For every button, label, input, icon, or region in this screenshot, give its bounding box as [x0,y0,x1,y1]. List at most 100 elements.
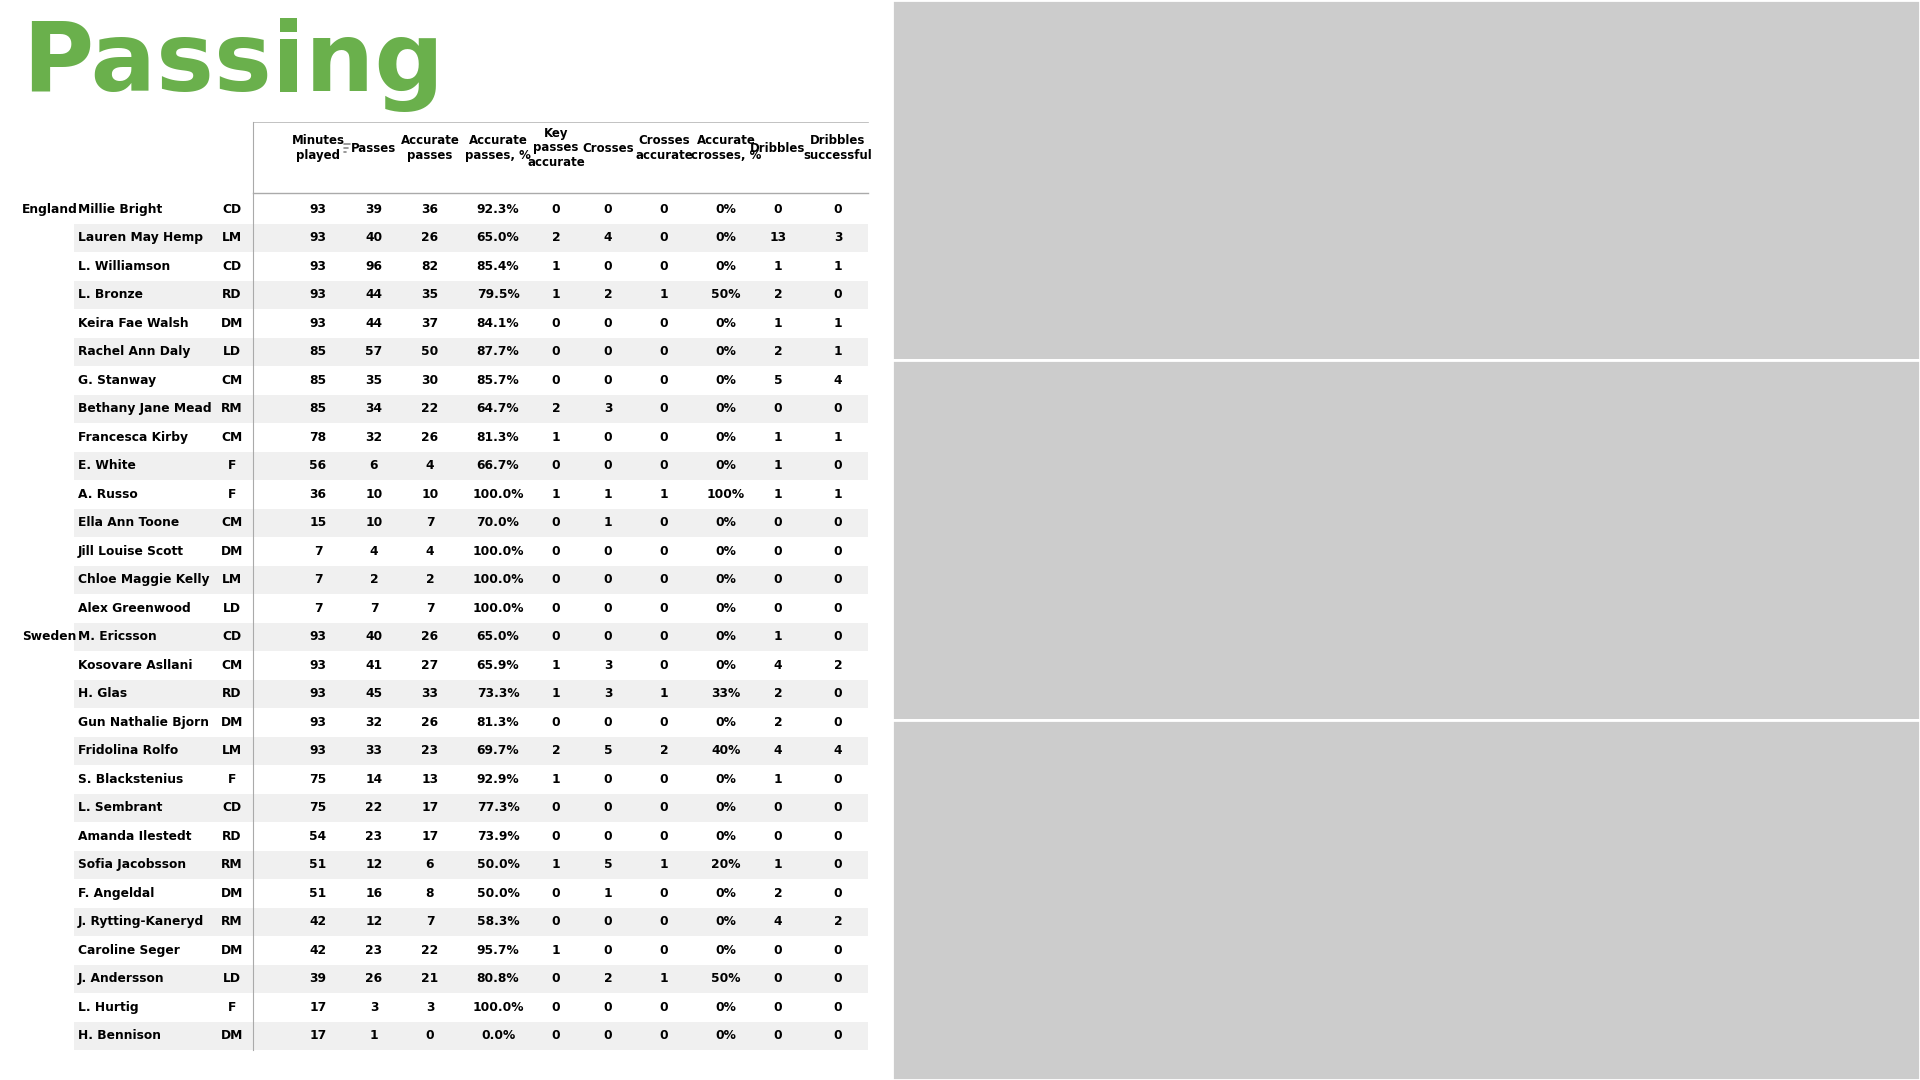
Text: 1: 1 [551,659,561,672]
Text: 23: 23 [365,829,382,842]
Text: Keira Fae Walsh: Keira Fae Walsh [79,316,188,329]
Text: 0%: 0% [716,544,737,557]
Bar [75,822,253,851]
Bar [253,252,868,281]
Bar [253,594,868,622]
Text: 34: 34 [365,402,382,415]
Text: 0: 0 [833,944,843,957]
Text: 92.9%: 92.9% [476,773,518,786]
Text: 40: 40 [365,631,382,644]
Bar [253,622,868,651]
Text: 1: 1 [660,859,668,872]
Text: 5: 5 [774,374,781,387]
Text: 4: 4 [426,459,434,472]
Bar [75,509,253,537]
Text: 6: 6 [371,459,378,472]
Text: 0: 0 [603,631,612,644]
Text: 93: 93 [309,288,326,301]
Text: 75: 75 [309,801,326,814]
Text: 0%: 0% [716,801,737,814]
Text: 39: 39 [309,972,326,985]
Text: 93: 93 [309,744,326,757]
Text: 26: 26 [365,972,382,985]
Text: 0: 0 [774,402,781,415]
Bar [253,537,868,566]
Text: CM: CM [221,374,242,387]
Text: 39: 39 [365,203,382,216]
Text: 7: 7 [426,915,434,928]
Text: 1: 1 [551,431,561,444]
Text: 0: 0 [603,829,612,842]
Text: 0: 0 [603,1029,612,1042]
Text: 0: 0 [603,773,612,786]
Text: 0: 0 [551,573,561,586]
Text: 0: 0 [833,573,843,586]
Text: 1: 1 [774,459,781,472]
Bar [75,252,253,281]
Text: 0: 0 [660,346,668,359]
Text: 0: 0 [774,602,781,615]
Text: DM: DM [221,1029,244,1042]
Bar [253,936,868,964]
Text: 0: 0 [833,687,843,700]
Text: 1: 1 [774,859,781,872]
Text: 0.0%: 0.0% [480,1029,515,1042]
Text: 1: 1 [660,972,668,985]
Text: 1: 1 [660,288,668,301]
Bar [253,993,868,1022]
Text: 26: 26 [420,431,438,444]
Bar [75,737,253,765]
Text: 2: 2 [774,346,781,359]
Text: 10: 10 [365,516,382,529]
Text: 42: 42 [309,944,326,957]
Text: 0: 0 [426,1029,434,1042]
Text: CM: CM [221,659,242,672]
Text: 0: 0 [603,915,612,928]
Text: 1: 1 [603,488,612,501]
Text: 73.9%: 73.9% [476,829,518,842]
Text: 0: 0 [833,544,843,557]
Text: 7: 7 [426,516,434,529]
Text: 85.7%: 85.7% [476,374,520,387]
Bar [253,480,868,509]
Bar [75,794,253,822]
Bar [253,309,868,337]
Text: 0: 0 [774,1001,781,1014]
Text: 0: 0 [551,203,561,216]
Text: 4: 4 [603,231,612,244]
Text: 81.3%: 81.3% [476,431,518,444]
Text: 3: 3 [603,687,612,700]
Text: 2: 2 [603,972,612,985]
Text: Caroline Seger: Caroline Seger [79,944,180,957]
Text: 96: 96 [365,260,382,273]
Text: CD: CD [223,801,242,814]
Bar [75,394,253,423]
Bar [253,879,868,907]
Text: 0: 0 [833,402,843,415]
Bar [75,366,253,394]
Text: 0: 0 [660,316,668,329]
Text: 7: 7 [426,602,434,615]
Bar [75,423,253,451]
Text: 30: 30 [420,374,438,387]
Text: 85: 85 [309,346,326,359]
Text: 22: 22 [420,944,438,957]
Bar [253,566,868,594]
Text: 0: 0 [833,887,843,900]
Text: RM: RM [221,859,242,872]
Text: Fridolina Rolfo: Fridolina Rolfo [79,744,179,757]
Text: Accurate
crosses, %: Accurate crosses, % [691,134,760,162]
Text: 26: 26 [420,231,438,244]
Text: L. Sembrant: L. Sembrant [79,801,163,814]
Text: 1: 1 [774,773,781,786]
Text: 0: 0 [833,716,843,729]
Text: 93: 93 [309,716,326,729]
Bar [253,509,868,537]
Text: 92.3%: 92.3% [476,203,518,216]
Text: 44: 44 [365,316,382,329]
Text: Sofia Jacobsson: Sofia Jacobsson [79,859,186,872]
Text: England: England [21,203,79,216]
Text: Dribbles
successful: Dribbles successful [804,134,872,162]
Text: 54: 54 [309,829,326,842]
Text: 7: 7 [313,602,323,615]
